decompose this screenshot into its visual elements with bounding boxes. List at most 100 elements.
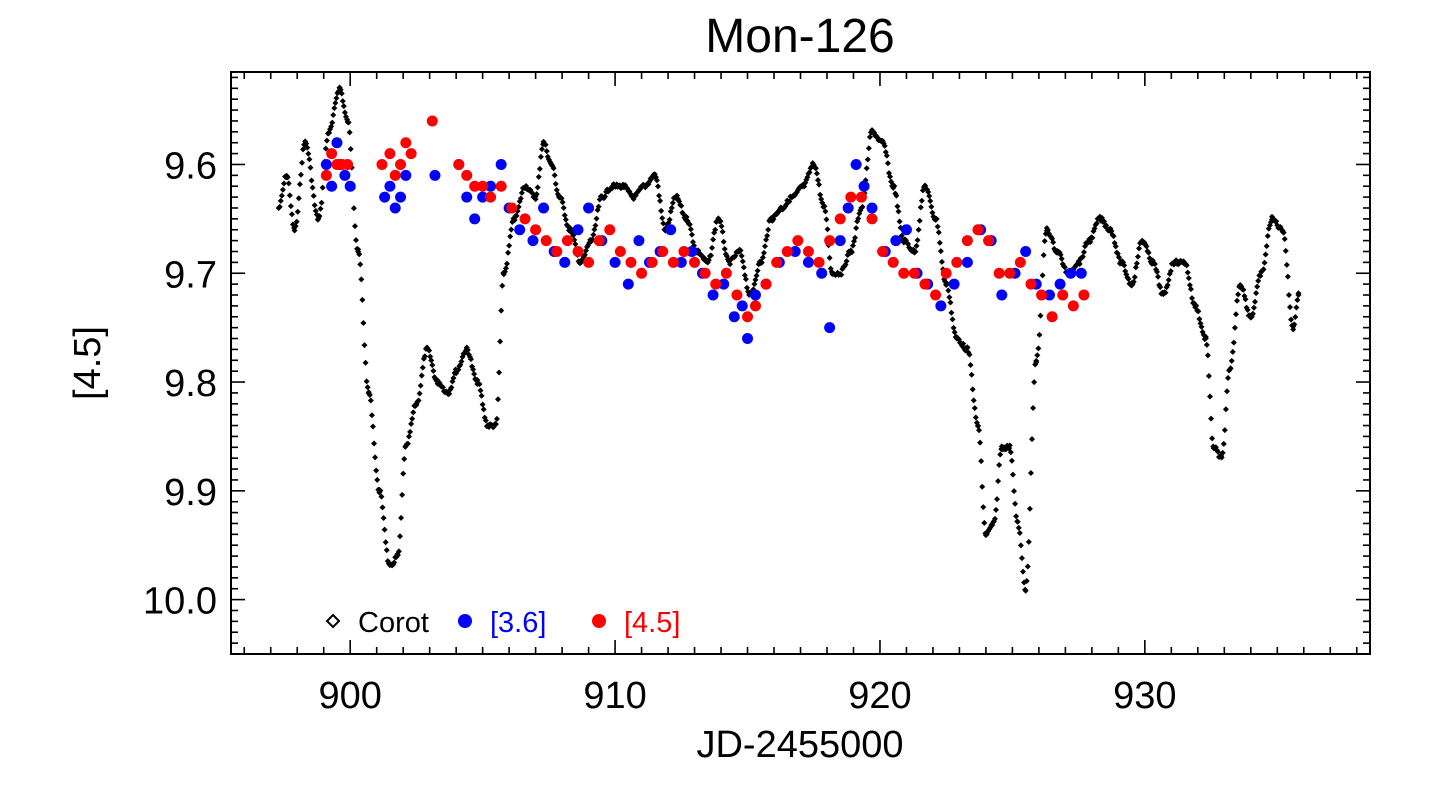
- irac45-point: [742, 311, 754, 323]
- corot-point: [817, 191, 824, 198]
- corot-point: [717, 218, 724, 225]
- corot-point: [371, 440, 378, 447]
- corot-point: [971, 405, 978, 412]
- corot-point: [496, 369, 503, 376]
- irac45-point: [961, 235, 973, 247]
- irac45-point: [389, 169, 401, 181]
- irac45-point: [326, 148, 338, 160]
- corot-point: [843, 258, 850, 265]
- corot-point: [822, 208, 829, 215]
- corot-point: [1294, 296, 1301, 303]
- corot-point: [467, 356, 474, 363]
- corot-point: [686, 221, 693, 228]
- irac45-point: [506, 202, 518, 214]
- corot-point: [446, 390, 453, 397]
- irac36-point: [538, 202, 550, 214]
- corot-point: [1026, 505, 1033, 512]
- irac45-point: [625, 256, 637, 268]
- irac45-point: [993, 267, 1005, 279]
- corot-point: [504, 260, 511, 267]
- corot-point: [1287, 304, 1294, 311]
- irac36-point: [850, 158, 862, 170]
- corot-point: [537, 153, 544, 160]
- corot-point: [421, 353, 428, 360]
- corot-point: [1009, 471, 1016, 478]
- y-tick-label: 9.6: [164, 145, 217, 187]
- corot-point: [358, 276, 365, 283]
- corot-point: [705, 257, 712, 264]
- corot-point: [806, 169, 813, 176]
- legend-label-irac36: [3.6]: [490, 607, 546, 639]
- irac36-point: [935, 300, 947, 312]
- irac36-point: [718, 278, 730, 290]
- corot-point: [972, 414, 979, 421]
- legend-item-irac45: [4.5]: [592, 607, 680, 639]
- corot-point: [1031, 379, 1038, 386]
- irac45-point: [1014, 256, 1026, 268]
- corot-point: [718, 223, 725, 230]
- irac45-point: [802, 245, 814, 257]
- corot-point: [511, 217, 518, 224]
- irac45-point: [760, 278, 772, 290]
- corot-point: [1231, 324, 1238, 331]
- corot-point: [1080, 249, 1087, 256]
- corot-point: [1227, 365, 1234, 372]
- irac45-point: [540, 235, 552, 247]
- corot-point: [340, 103, 347, 110]
- corot-point: [813, 170, 820, 177]
- corot-point: [720, 238, 727, 245]
- corot-point: [304, 144, 311, 151]
- corot-point: [1193, 302, 1200, 309]
- corot-point: [498, 307, 505, 314]
- corot-point: [552, 180, 559, 187]
- irac45-point: [453, 158, 465, 170]
- irac45-point: [530, 224, 542, 236]
- corot-point: [1121, 262, 1128, 269]
- corot-point: [1035, 345, 1042, 352]
- legend-marker-irac45: [592, 614, 606, 628]
- corot-point: [1293, 304, 1300, 311]
- irac45-point: [551, 245, 563, 257]
- corot-point: [418, 372, 425, 379]
- corot-point: [710, 236, 717, 243]
- corot-point: [951, 329, 958, 336]
- corot-point: [719, 228, 726, 235]
- irac36-point: [326, 180, 338, 192]
- corot-point: [285, 180, 292, 187]
- corot-point: [357, 261, 364, 268]
- corot-point: [968, 371, 975, 378]
- corot-point: [1221, 427, 1228, 434]
- y-tick-label: 10.0: [143, 581, 217, 623]
- irac45-point: [720, 267, 732, 279]
- corot-point: [400, 470, 407, 477]
- corot-point: [356, 251, 363, 258]
- corot-point: [991, 515, 998, 522]
- corot-point: [341, 109, 348, 116]
- corot-point: [654, 183, 661, 190]
- corot-point: [1154, 268, 1161, 275]
- corot-point: [848, 249, 855, 256]
- corot-point: [293, 218, 300, 225]
- corot-point: [280, 180, 287, 187]
- corot-point: [276, 203, 283, 210]
- corot-point: [1254, 283, 1261, 290]
- corot-point: [895, 208, 902, 215]
- corot-point: [712, 226, 719, 233]
- corot-point: [295, 195, 302, 202]
- corot-point: [1214, 448, 1221, 455]
- corot-point: [742, 276, 749, 283]
- irac45-point: [908, 267, 920, 279]
- corot-point: [353, 237, 360, 244]
- irac45-point: [866, 213, 878, 225]
- corot-point: [974, 422, 981, 429]
- corot-point: [1006, 442, 1013, 449]
- corot-point: [1101, 218, 1108, 225]
- irac45-point: [710, 278, 722, 290]
- irac45-point: [384, 148, 396, 160]
- corot-point: [1029, 436, 1036, 443]
- corot-point: [536, 165, 543, 172]
- corot-point: [1281, 236, 1288, 243]
- irac36-point: [736, 300, 748, 312]
- corot-point: [1235, 291, 1242, 298]
- corot-point: [448, 384, 455, 391]
